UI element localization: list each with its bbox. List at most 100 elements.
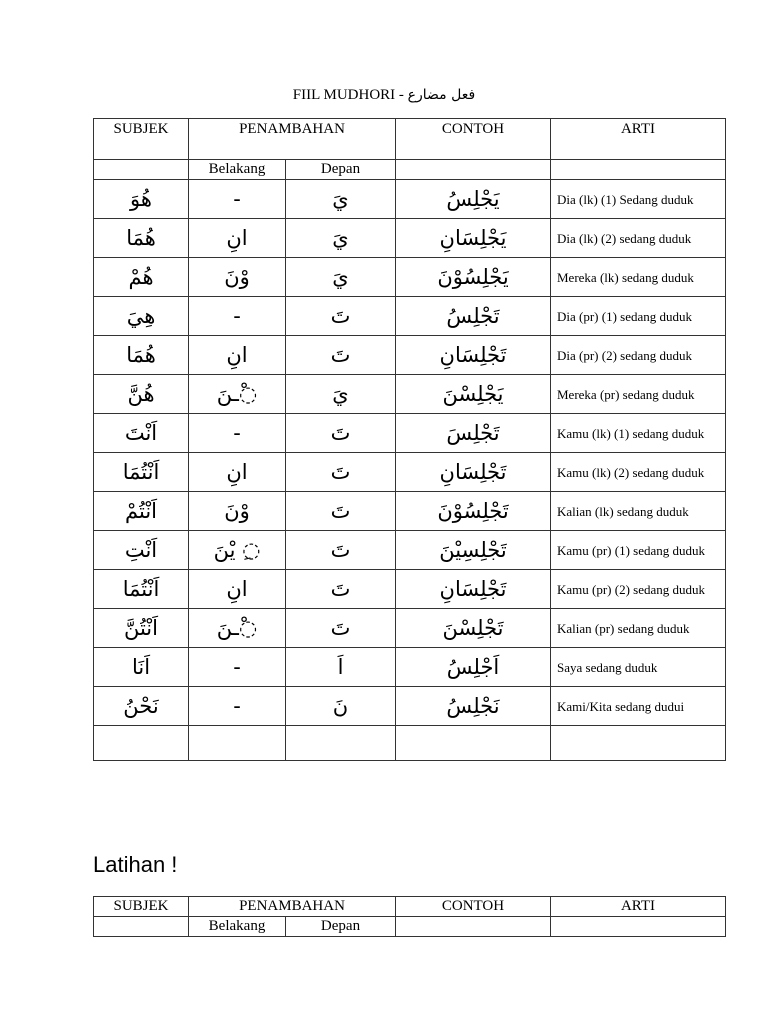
cell-arti: Kamu (pr) (1) sedang duduk <box>550 530 726 570</box>
cell-arti: Saya sedang duduk <box>550 647 726 687</box>
cell-belakang: وْنَ <box>188 257 286 297</box>
cell-contoh: يَجْلِسُوْنَ <box>395 257 551 297</box>
cell-contoh: يَجْلِسَانِ <box>395 218 551 258</box>
cell-belakang: - <box>188 647 286 687</box>
header-contoh: CONTOH <box>395 896 551 917</box>
cell-contoh: اَجْلِسُ <box>395 647 551 687</box>
table-row: اَنْتُمْ وْنَ تَ تَجْلِسُوْنَ Kalian (lk) se… <box>93 491 726 531</box>
cell-belakang: انِ <box>188 218 286 258</box>
cell-subjek: اَنْتُمَا <box>93 452 189 492</box>
cell-belakang: - <box>188 179 286 219</box>
cell-contoh: تَجْلِسَ <box>395 413 551 453</box>
cell-depan: تَ <box>285 296 396 336</box>
cell-arti: Kalian (lk) sedang duduk <box>550 491 726 531</box>
cell-depan: نَ <box>285 686 396 726</box>
fiil-mudhori-table: SUBJEK PENAMBAHAN CONTOH ARTI Belakang D… <box>93 118 726 761</box>
title-arabic: فعل مضارع <box>407 87 476 103</box>
cell-subjek: اَنْتُنَّ <box>93 608 189 648</box>
table-row: هِيَ - تَ تَجْلِسُ Dia (pr) (1) sedang duduk <box>93 296 726 336</box>
table-row: نَحْنُ - نَ نَجْلِسُ Kami/Kita sedang dudui <box>93 686 726 726</box>
cell-depan: يَ <box>285 374 396 414</box>
cell-belakang: ◌ْـنَ <box>188 608 286 648</box>
header-row: SUBJEK PENAMBAHAN CONTOH ARTI <box>93 896 726 917</box>
cell-depan: يَ <box>285 218 396 258</box>
cell-belakang: - <box>188 413 286 453</box>
cell-belakang: - <box>188 686 286 726</box>
title-latin: FIIL MUDHORI - <box>292 87 408 103</box>
cell-subjek: اَنْتُمَا <box>93 569 189 609</box>
cell-contoh: تَجْلِسَانِ <box>395 569 551 609</box>
cell-depan: تَ <box>285 530 396 570</box>
empty-cell <box>550 159 726 180</box>
cell-contoh: تَجْلِسُ <box>395 296 551 336</box>
cell-contoh: تَجْلِسُوْنَ <box>395 491 551 531</box>
cell-depan: اَ <box>285 647 396 687</box>
table-row: اَنْتُنَّ ◌ْـنَ تَ تَجْلِسْنَ Kalian (pr) se… <box>93 608 726 648</box>
empty-cell <box>550 725 726 761</box>
cell-arti: Dia (lk) (1) Sedang duduk <box>550 179 726 219</box>
empty-cell <box>395 725 551 761</box>
cell-belakang: - <box>188 296 286 336</box>
cell-belakang: انِ <box>188 335 286 375</box>
cell-subjek: هُوَ <box>93 179 189 219</box>
cell-depan: يَ <box>285 179 396 219</box>
table-row: هُمَا انِ يَ يَجْلِسَانِ Dia (lk) (2) sedang… <box>93 218 726 258</box>
cell-arti: Kami/Kita sedang dudui <box>550 686 726 726</box>
empty-cell <box>93 159 189 180</box>
cell-contoh: تَجْلِسَانِ <box>395 452 551 492</box>
cell-subjek: اَنْتُمْ <box>93 491 189 531</box>
cell-arti: Mereka (pr) sedang duduk <box>550 374 726 414</box>
cell-contoh: تَجْلِسْنَ <box>395 608 551 648</box>
document-title: FIIL MUDHORI - فعل مضارع <box>0 87 768 104</box>
cell-belakang: انِ <box>188 452 286 492</box>
table-row: اَنَا - اَ اَجْلِسُ Saya sedang duduk <box>93 647 726 687</box>
header-depan: Depan <box>285 159 396 180</box>
cell-arti: Kalian (pr) sedang duduk <box>550 608 726 648</box>
header-belakang: Belakang <box>188 916 286 937</box>
cell-depan: تَ <box>285 608 396 648</box>
cell-subjek: هِيَ <box>93 296 189 336</box>
cell-arti: Dia (lk) (2) sedang duduk <box>550 218 726 258</box>
table-row: هُمَا انِ تَ تَجْلِسَانِ Dia (pr) (2) sedang… <box>93 335 726 375</box>
table-row: هُوَ - يَ يَجْلِسُ Dia (lk) (1) Sedang duduk <box>93 179 726 219</box>
header-belakang: Belakang <box>188 159 286 180</box>
header-arti: ARTI <box>550 118 726 160</box>
table-row: اَنْتِ ◌ِ يْنَ تَ تَجْلِسِيْنَ Kamu (pr) (1)… <box>93 530 726 570</box>
empty-cell <box>188 725 286 761</box>
cell-contoh: تَجْلِسِيْنَ <box>395 530 551 570</box>
cell-belakang: ◌ِ يْنَ <box>188 530 286 570</box>
cell-depan: تَ <box>285 569 396 609</box>
cell-depan: يَ <box>285 257 396 297</box>
empty-cell <box>395 916 551 937</box>
cell-subjek: هُمَا <box>93 218 189 258</box>
cell-belakang: وْنَ <box>188 491 286 531</box>
cell-depan: تَ <box>285 452 396 492</box>
cell-contoh: تَجْلِسَانِ <box>395 335 551 375</box>
table-row: هُنَّ ◌ْـنَ يَ يَجْلِسْنَ Mereka (pr) sedang… <box>93 374 726 414</box>
cell-depan: تَ <box>285 335 396 375</box>
header-penambahan: PENAMBAHAN <box>188 118 396 160</box>
cell-arti: Dia (pr) (1) sedang duduk <box>550 296 726 336</box>
header-depan: Depan <box>285 916 396 937</box>
cell-arti: Kamu (lk) (1) sedang duduk <box>550 413 726 453</box>
header-subjek: SUBJEK <box>93 118 189 160</box>
cell-subjek: هُمَا <box>93 335 189 375</box>
cell-depan: تَ <box>285 491 396 531</box>
cell-arti: Dia (pr) (2) sedang duduk <box>550 335 726 375</box>
cell-contoh: يَجْلِسْنَ <box>395 374 551 414</box>
subheader-row: Belakang Depan <box>93 159 726 180</box>
table-row: اَنْتُمَا انِ تَ تَجْلِسَانِ Kamu (pr) (2) s… <box>93 569 726 609</box>
cell-subjek: اَنَا <box>93 647 189 687</box>
latihan-table: SUBJEK PENAMBAHAN CONTOH ARTI Belakang D… <box>93 896 726 937</box>
cell-subjek: نَحْنُ <box>93 686 189 726</box>
empty-cell <box>285 725 396 761</box>
cell-depan: تَ <box>285 413 396 453</box>
header-arti: ARTI <box>550 896 726 917</box>
empty-cell <box>395 159 551 180</box>
cell-subjek: اَنْتَ <box>93 413 189 453</box>
header-subjek: SUBJEK <box>93 896 189 917</box>
empty-cell <box>93 916 189 937</box>
cell-subjek: اَنْتِ <box>93 530 189 570</box>
cell-subjek: هُنَّ <box>93 374 189 414</box>
header-penambahan: PENAMBAHAN <box>188 896 396 917</box>
